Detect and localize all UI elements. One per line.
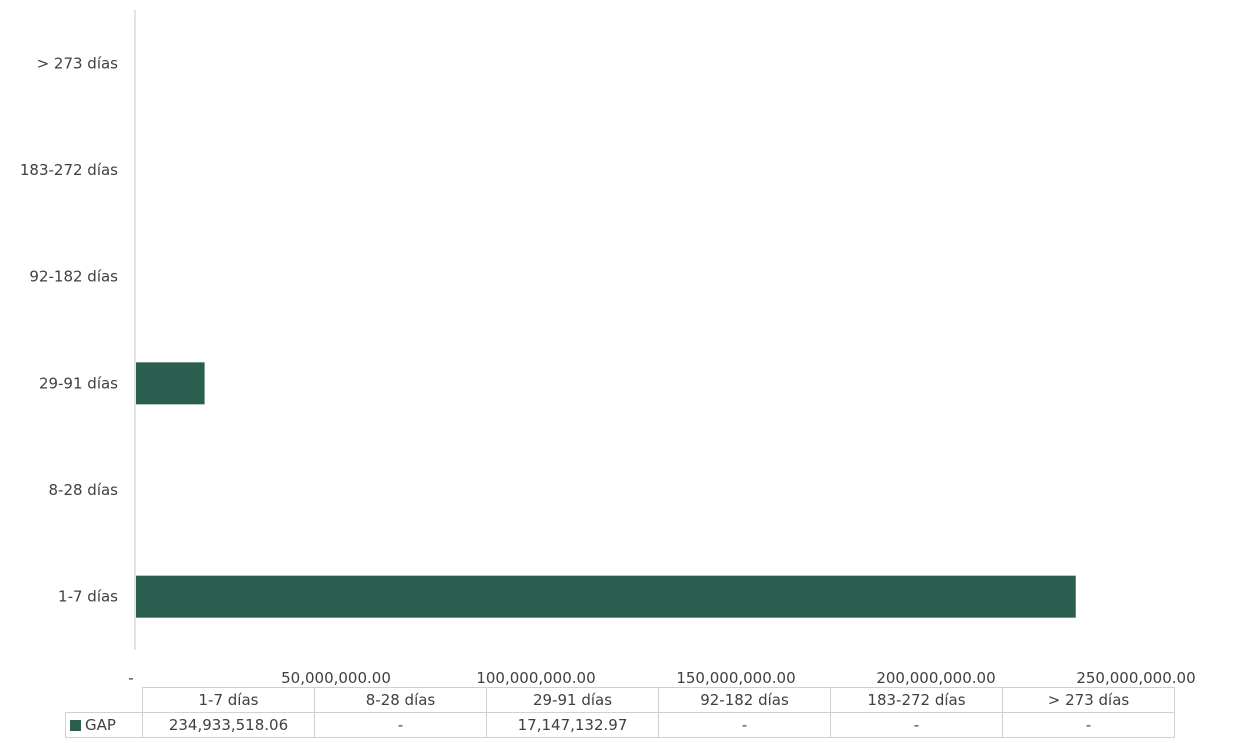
- bar-0: [136, 575, 1076, 618]
- data-table-header: 92-182 días: [658, 687, 831, 713]
- x-tick-label: 200,000,000.00: [876, 669, 995, 687]
- data-table-header: 1-7 días: [142, 687, 315, 713]
- legend-key-swatch: [70, 720, 81, 731]
- data-table-header: > 273 días: [1002, 687, 1175, 713]
- data-table-header: 29-91 días: [486, 687, 659, 713]
- category-label: > 273 días: [37, 54, 119, 72]
- category-label: 1-7 días: [58, 588, 118, 606]
- data-table-cell: -: [1002, 712, 1175, 738]
- data-table-cell: -: [830, 712, 1003, 738]
- legend-label: GAP: [85, 716, 116, 734]
- x-tick-label: 50,000,000.00: [281, 669, 391, 687]
- data-table-cell: -: [314, 712, 487, 738]
- data-table-cell: -: [658, 712, 831, 738]
- category-labels: 1-7 días 8-28 días 29-91 días 92-182 días 18…: [20, 54, 118, 605]
- x-tick-label: 100,000,000.00: [476, 669, 595, 687]
- x-tick-label: 150,000,000.00: [676, 669, 795, 687]
- bar-2: [136, 362, 205, 405]
- bar-chart: 1-7 días 8-28 días 29-91 días 92-182 días 18…: [20, 10, 1196, 687]
- category-label: 8-28 días: [48, 481, 118, 499]
- category-label: 92-182 días: [29, 268, 118, 286]
- data-table-header-row: 1-7 días 8-28 días 29-91 días 92-182 día…: [66, 687, 1175, 713]
- data-table-series-row: GAP 234,933,518.06 - 17,147,132.97 - - -: [65, 712, 1175, 738]
- data-table-container: 1-7 días 8-28 días 29-91 días 92-182 día…: [65, 687, 1175, 738]
- x-tick-labels: - 50,000,000.00 100,000,000.00 150,000,000.…: [128, 669, 1195, 687]
- data-table-cell: 17,147,132.97: [486, 712, 659, 738]
- bars-group: [136, 362, 1076, 618]
- data-table-cell: 234,933,518.06: [142, 712, 315, 738]
- category-label: 183-272 días: [20, 161, 118, 179]
- data-table-header: 183-272 días: [830, 687, 1003, 713]
- data-table-corner: [66, 688, 143, 713]
- legend-entry: GAP: [65, 712, 143, 738]
- data-table: 1-7 días 8-28 días 29-91 días 92-182 día…: [65, 687, 1175, 738]
- x-tick-label: 250,000,000.00: [1076, 669, 1195, 687]
- data-table-header: 8-28 días: [314, 687, 487, 713]
- category-label: 29-91 días: [39, 374, 118, 392]
- x-tick-label: -: [128, 669, 133, 687]
